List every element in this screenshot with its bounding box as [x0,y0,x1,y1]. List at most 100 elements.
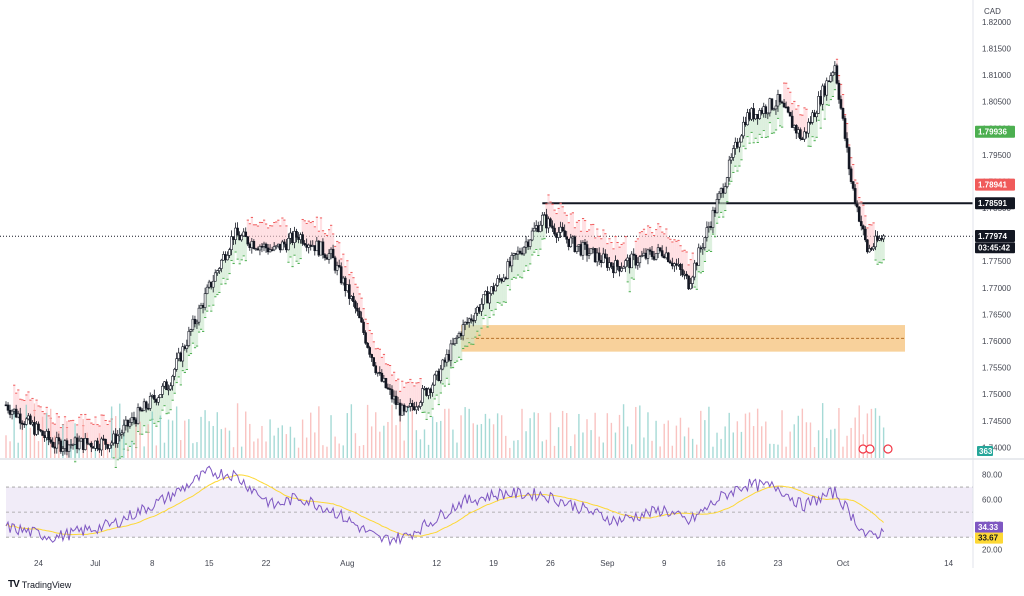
trend-fill [561,206,564,231]
volume-bar [663,423,665,458]
candle-body [404,406,408,412]
candle-body [102,438,105,441]
candle-body [579,244,583,256]
trend-line [594,237,597,239]
volume-bar [9,441,11,458]
candle-body [185,345,189,349]
trend-line [498,302,501,304]
trend-line [748,142,751,144]
trend-line [74,461,77,463]
trend-fill [518,253,522,278]
candle-body [96,440,99,449]
volume-bar [553,445,556,458]
trend-fill [96,424,99,449]
candle-body [319,241,323,256]
candle-body [380,372,384,382]
trend-fill [833,65,837,90]
trend-fill [285,225,288,250]
rsi-tag-text: 33.67 [978,534,999,543]
trend-fill [185,345,189,370]
axes: 1.820001.815001.810001.805001.800001.795… [0,0,1024,568]
trend-line [848,144,851,146]
trend-fill [94,417,97,441]
trend-fill [319,217,323,242]
volume-bar [403,440,405,458]
volume-bar [460,415,462,458]
candle-body [173,369,176,377]
price-pane[interactable] [0,58,973,468]
trend-line [563,212,566,214]
trend-line [435,394,438,396]
trend-line [78,416,81,418]
trend-line [874,259,877,261]
trend-fill [313,226,316,251]
trend-line [372,341,375,343]
price-tag [975,197,1015,210]
candle-body [819,96,822,105]
trend-fill [514,254,518,279]
trend-fill [27,391,30,416]
trend-fill [642,229,646,254]
trend-line [620,243,623,245]
trend-line [858,196,861,198]
trend-line [638,232,642,234]
candle-body [372,357,376,367]
candle-body [455,336,459,339]
trend-line [267,227,270,229]
trend-line [839,83,843,85]
trend-line [640,231,644,233]
volume-bar [785,446,787,458]
trend-fill [106,424,109,449]
trend-line [104,419,107,421]
trend-line [713,236,717,238]
trend-line [100,414,103,416]
candle-body [289,232,292,239]
candle-body [425,387,428,396]
trend-fill [435,371,438,396]
volume-bar [659,446,661,458]
trend-fill [297,239,300,264]
trend-line [545,203,548,205]
trend-line [482,318,485,320]
candle-body [518,250,522,254]
volume-bar [817,430,820,458]
candle-body [796,129,800,134]
trend-line [328,229,331,231]
trend-line [608,238,611,240]
trend-line [116,459,119,461]
candle-body [280,241,284,251]
candle-body [258,246,262,251]
candle-body [303,243,306,246]
candle-body [786,106,790,113]
volume-bar [537,413,539,458]
event-icon[interactable] [865,444,875,454]
trend-fill [793,101,796,126]
trend-fill [811,112,814,137]
candle-body [222,254,225,261]
trend-line [216,294,219,296]
trend-line [527,269,530,271]
volume-bar [159,415,162,458]
trend-fill [474,313,477,338]
rsi-pane[interactable] [5,465,973,547]
candle-body [429,388,432,393]
trend-fill [551,204,554,229]
trend-line [260,221,264,223]
event-icon[interactable] [883,444,893,454]
candle-body [813,112,816,118]
trend-line [805,108,808,110]
trend-fill [876,240,879,265]
trend-line [644,233,648,235]
trend-fill [212,281,215,306]
candle-body [541,214,544,226]
trend-line [330,224,333,226]
candle-body [640,255,644,257]
volume-bar [712,446,714,458]
trend-line [655,229,658,231]
candle-body [37,423,40,431]
volume-bar [842,446,844,458]
trend-fill [145,408,148,433]
trend-fill [583,220,587,245]
trend-line [811,136,814,138]
